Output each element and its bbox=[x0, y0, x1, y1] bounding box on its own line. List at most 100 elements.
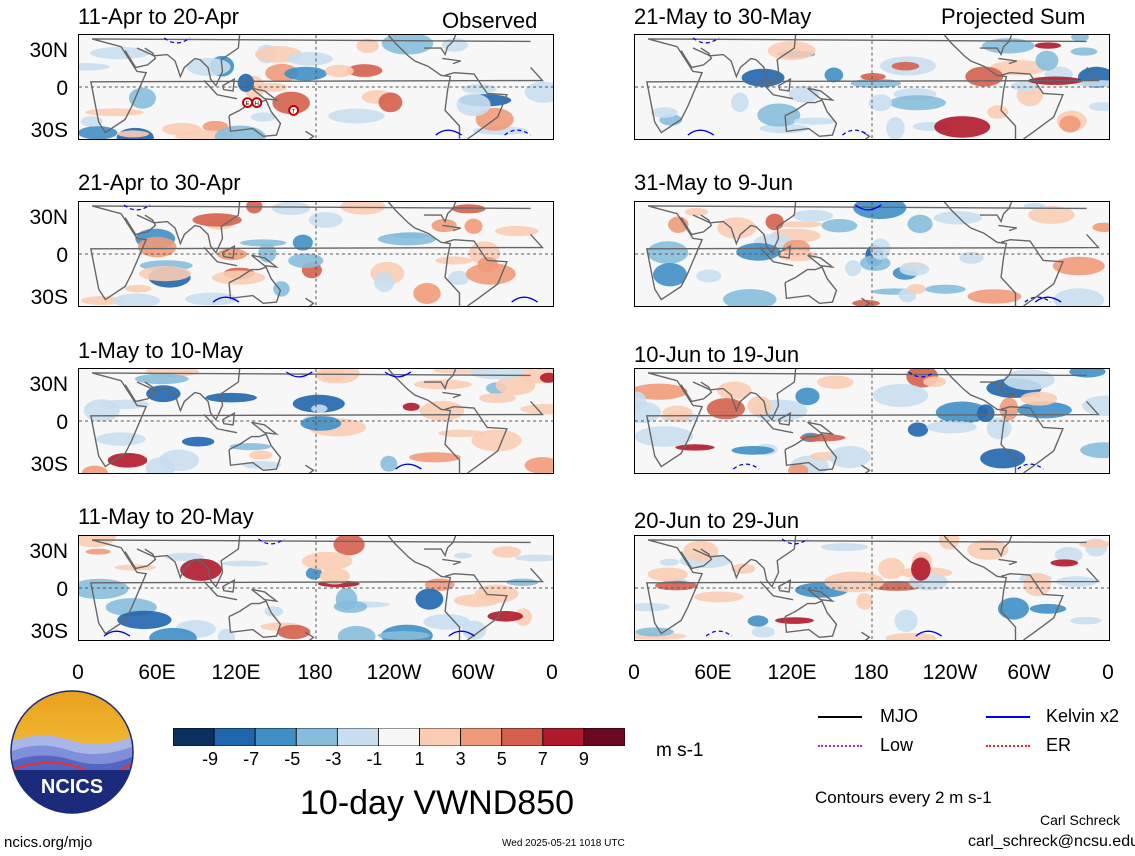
anomaly-blob bbox=[747, 615, 769, 627]
anomaly-blob bbox=[271, 202, 311, 216]
anomaly-blob bbox=[492, 546, 522, 558]
anomaly-blob bbox=[300, 416, 342, 431]
anomaly-blob bbox=[907, 214, 933, 234]
legend-er: ER bbox=[1046, 735, 1072, 755]
anomaly-blob bbox=[374, 272, 395, 292]
anomaly-blob bbox=[81, 465, 108, 473]
anomaly-blob bbox=[402, 402, 420, 411]
coastline bbox=[221, 411, 236, 426]
coastline bbox=[203, 581, 238, 601]
coastline bbox=[124, 214, 157, 236]
storm-marker: T bbox=[288, 105, 300, 116]
logo-text: NCICS bbox=[41, 776, 103, 798]
kelvin-contour bbox=[103, 630, 131, 637]
anomaly-blob bbox=[990, 60, 1048, 76]
coastline bbox=[998, 57, 1018, 65]
kelvin-contour bbox=[448, 630, 475, 637]
anomaly-blob bbox=[470, 369, 524, 380]
coastline bbox=[979, 35, 1013, 57]
lat-label: 0 bbox=[56, 578, 68, 601]
anomaly-blob bbox=[683, 540, 719, 562]
coastline bbox=[861, 464, 871, 473]
anomaly-blob bbox=[128, 87, 157, 109]
anomaly-blob bbox=[346, 64, 383, 77]
anomaly-blob bbox=[635, 627, 674, 637]
panel-label-observed: Observed bbox=[442, 8, 538, 33]
coastline bbox=[423, 202, 457, 224]
colorbar-swatches bbox=[172, 727, 626, 747]
coastline bbox=[423, 536, 457, 558]
colorbar-tick-label: -7 bbox=[243, 749, 260, 769]
anomaly-map bbox=[79, 536, 553, 640]
anomaly-blob bbox=[1034, 42, 1062, 49]
kelvin-contour bbox=[384, 371, 412, 378]
coastline bbox=[442, 224, 462, 232]
anomaly-blob bbox=[377, 232, 437, 246]
anomaly-blob bbox=[181, 436, 215, 447]
kelvin-contour bbox=[511, 296, 538, 303]
coastline bbox=[777, 578, 792, 593]
coastline bbox=[423, 35, 457, 57]
coastline bbox=[251, 588, 279, 603]
anomaly-blob bbox=[860, 73, 886, 81]
anomaly-blob bbox=[335, 587, 358, 611]
anomaly-blob bbox=[308, 212, 343, 228]
anomaly-blob bbox=[337, 625, 376, 640]
lon-label: 0 bbox=[72, 661, 84, 684]
coastline bbox=[979, 536, 1013, 558]
legend-line-mjo bbox=[818, 716, 862, 718]
anomaly-blob bbox=[747, 396, 772, 416]
anomaly-blob bbox=[301, 551, 353, 571]
anomaly-blob bbox=[899, 262, 930, 276]
legend-line-kelvin bbox=[986, 716, 1030, 718]
coastline bbox=[136, 369, 241, 422]
anomaly-blob bbox=[1028, 205, 1075, 224]
anomaly-blob bbox=[117, 610, 172, 630]
coastline bbox=[442, 391, 462, 399]
coastline bbox=[861, 297, 871, 306]
anomaly-blob bbox=[435, 256, 473, 265]
map-panel-r3 bbox=[634, 368, 1110, 474]
kelvin-contour bbox=[732, 463, 760, 470]
anomaly-blob bbox=[80, 116, 103, 127]
colorbar-swatch bbox=[172, 727, 215, 747]
lon-label: 60E bbox=[694, 661, 732, 684]
colorbar-swatch bbox=[213, 727, 256, 747]
credit-name: Carl Schreck bbox=[1040, 812, 1121, 828]
kelvin-contour bbox=[212, 296, 240, 303]
coastline bbox=[305, 130, 315, 139]
ncics-logo-icon: NCICS bbox=[10, 690, 134, 814]
anomaly-blob bbox=[694, 591, 744, 603]
coastline bbox=[251, 254, 279, 269]
site-link[interactable]: ncics.org/mjo bbox=[4, 834, 93, 851]
main-title: 10-day VWND850 bbox=[300, 784, 575, 822]
anomaly-blob bbox=[717, 217, 757, 239]
anomaly-blob bbox=[1010, 81, 1039, 91]
anomaly-blob bbox=[635, 391, 647, 411]
anomaly-blob bbox=[250, 112, 276, 122]
anomaly-blob bbox=[413, 282, 441, 304]
anomaly-blob bbox=[1050, 559, 1079, 567]
anomaly-blob bbox=[240, 239, 287, 247]
lon-label: 180 bbox=[853, 661, 889, 684]
anomaly-blob bbox=[1071, 35, 1089, 42]
anomaly-blob bbox=[80, 296, 123, 305]
coastline bbox=[759, 414, 794, 434]
map-panel-r4 bbox=[634, 535, 1110, 641]
anomaly-blob bbox=[967, 539, 1009, 560]
anomaly-blob bbox=[650, 107, 678, 118]
anomaly-blob bbox=[319, 568, 350, 585]
coastline bbox=[998, 224, 1018, 232]
anomaly-blob bbox=[461, 84, 497, 94]
panel-title-r3: 10-Jun to 19-Jun bbox=[634, 342, 800, 367]
colorbar-tick-label: 7 bbox=[537, 749, 548, 769]
colorbar-swatch bbox=[501, 727, 544, 747]
anomaly-blob bbox=[706, 398, 746, 420]
anomaly-map: E H T bbox=[79, 35, 553, 139]
map-panel-r2 bbox=[634, 201, 1110, 307]
coastline bbox=[777, 244, 792, 259]
anomaly-blob bbox=[1053, 288, 1105, 306]
coastline bbox=[423, 369, 457, 391]
anomaly-blob bbox=[987, 105, 1009, 119]
coastline bbox=[784, 99, 838, 138]
